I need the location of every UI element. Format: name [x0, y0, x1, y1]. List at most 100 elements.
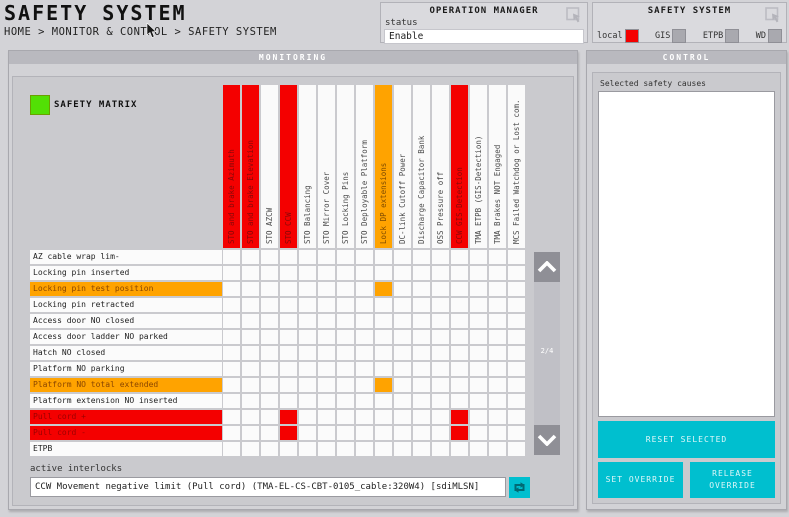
- matrix-row-label[interactable]: ETPB: [30, 442, 222, 456]
- matrix-cell[interactable]: [470, 250, 487, 264]
- matrix-cell[interactable]: [261, 250, 278, 264]
- matrix-cell[interactable]: [356, 330, 373, 344]
- matrix-cell[interactable]: [394, 330, 411, 344]
- matrix-cell[interactable]: [508, 282, 525, 296]
- matrix-cell[interactable]: [299, 426, 316, 440]
- matrix-cell[interactable]: [242, 346, 259, 360]
- matrix-column-header[interactable]: Lock DP extensions: [375, 85, 392, 248]
- matrix-cell[interactable]: [261, 378, 278, 392]
- matrix-cell[interactable]: [299, 250, 316, 264]
- matrix-cell[interactable]: [242, 250, 259, 264]
- matrix-column-header[interactable]: TMA Brakes NOT Engaged: [489, 85, 506, 248]
- matrix-cell[interactable]: [337, 362, 354, 376]
- matrix-cell[interactable]: [413, 410, 430, 424]
- matrix-cell[interactable]: [413, 250, 430, 264]
- matrix-cell[interactable]: [489, 330, 506, 344]
- matrix-cell[interactable]: [337, 314, 354, 328]
- matrix-cell[interactable]: [299, 330, 316, 344]
- matrix-cell[interactable]: [508, 362, 525, 376]
- matrix-cell[interactable]: [280, 330, 297, 344]
- matrix-cell[interactable]: [242, 378, 259, 392]
- matrix-cell[interactable]: [451, 250, 468, 264]
- matrix-cell[interactable]: [223, 442, 240, 456]
- matrix-cell[interactable]: [299, 282, 316, 296]
- matrix-cell[interactable]: [470, 266, 487, 280]
- matrix-cell[interactable]: [508, 410, 525, 424]
- matrix-cell[interactable]: [375, 330, 392, 344]
- matrix-row-label[interactable]: Platform NO parking: [30, 362, 222, 376]
- matrix-cell[interactable]: [375, 298, 392, 312]
- matrix-cell[interactable]: [280, 426, 297, 440]
- matrix-cell[interactable]: [413, 330, 430, 344]
- matrix-cell[interactable]: [223, 250, 240, 264]
- matrix-cell[interactable]: [508, 346, 525, 360]
- matrix-cell[interactable]: [432, 378, 449, 392]
- matrix-cell[interactable]: [356, 250, 373, 264]
- matrix-cell[interactable]: [337, 330, 354, 344]
- matrix-cell[interactable]: [261, 362, 278, 376]
- matrix-cell[interactable]: [356, 394, 373, 408]
- matrix-cell[interactable]: [337, 394, 354, 408]
- matrix-cell[interactable]: [280, 298, 297, 312]
- matrix-cell[interactable]: [451, 298, 468, 312]
- matrix-cell[interactable]: [299, 314, 316, 328]
- matrix-cell[interactable]: [280, 346, 297, 360]
- matrix-column-header[interactable]: CCW GIS-Detection: [451, 85, 468, 248]
- release-override-button[interactable]: RELEASE OVERRIDE: [690, 462, 775, 498]
- matrix-row-label[interactable]: Pull cord +: [30, 410, 222, 424]
- matrix-row-label[interactable]: Access door NO closed: [30, 314, 222, 328]
- matrix-cell[interactable]: [470, 442, 487, 456]
- matrix-cell[interactable]: [280, 282, 297, 296]
- matrix-cell[interactable]: [432, 298, 449, 312]
- matrix-cell[interactable]: [356, 298, 373, 312]
- matrix-cell[interactable]: [223, 314, 240, 328]
- matrix-cell[interactable]: [375, 426, 392, 440]
- matrix-cell[interactable]: [318, 330, 335, 344]
- matrix-cell[interactable]: [318, 394, 335, 408]
- matrix-cell[interactable]: [394, 426, 411, 440]
- matrix-cell[interactable]: [261, 266, 278, 280]
- matrix-row-label[interactable]: Access door ladder NO parked: [30, 330, 222, 344]
- matrix-cell[interactable]: [451, 442, 468, 456]
- matrix-cell[interactable]: [489, 250, 506, 264]
- matrix-cell[interactable]: [451, 394, 468, 408]
- matrix-cell[interactable]: [489, 362, 506, 376]
- matrix-cell[interactable]: [337, 298, 354, 312]
- matrix-cell[interactable]: [489, 378, 506, 392]
- matrix-cell[interactable]: [413, 426, 430, 440]
- matrix-cell[interactable]: [299, 394, 316, 408]
- matrix-cell[interactable]: [337, 410, 354, 424]
- matrix-cell[interactable]: [451, 330, 468, 344]
- matrix-cell[interactable]: [375, 282, 392, 296]
- matrix-row-label[interactable]: Platform extension NO inserted: [30, 394, 222, 408]
- matrix-row-label[interactable]: Hatch NO closed: [30, 346, 222, 360]
- matrix-cell[interactable]: [489, 346, 506, 360]
- matrix-column-header[interactable]: Discharge Capacitor Bank: [413, 85, 430, 248]
- matrix-cell[interactable]: [489, 410, 506, 424]
- matrix-cell[interactable]: [318, 346, 335, 360]
- matrix-cell[interactable]: [413, 346, 430, 360]
- matrix-cell[interactable]: [413, 314, 430, 328]
- matrix-cell[interactable]: [375, 410, 392, 424]
- matrix-cell[interactable]: [375, 314, 392, 328]
- matrix-cell[interactable]: [508, 250, 525, 264]
- matrix-cell[interactable]: [470, 314, 487, 328]
- matrix-cell[interactable]: [508, 330, 525, 344]
- matrix-cell[interactable]: [318, 266, 335, 280]
- matrix-cell[interactable]: [299, 266, 316, 280]
- matrix-cell[interactable]: [413, 298, 430, 312]
- matrix-cell[interactable]: [337, 250, 354, 264]
- matrix-cell[interactable]: [337, 378, 354, 392]
- matrix-cell[interactable]: [470, 394, 487, 408]
- refresh-interlocks-button[interactable]: [509, 477, 530, 498]
- matrix-cell[interactable]: [280, 250, 297, 264]
- matrix-cell[interactable]: [432, 442, 449, 456]
- select-cursor-icon[interactable]: [566, 7, 583, 24]
- matrix-cell[interactable]: [223, 394, 240, 408]
- matrix-cell[interactable]: [394, 394, 411, 408]
- matrix-cell[interactable]: [318, 378, 335, 392]
- matrix-cell[interactable]: [318, 426, 335, 440]
- matrix-cell[interactable]: [223, 282, 240, 296]
- matrix-cell[interactable]: [432, 394, 449, 408]
- matrix-cell[interactable]: [394, 282, 411, 296]
